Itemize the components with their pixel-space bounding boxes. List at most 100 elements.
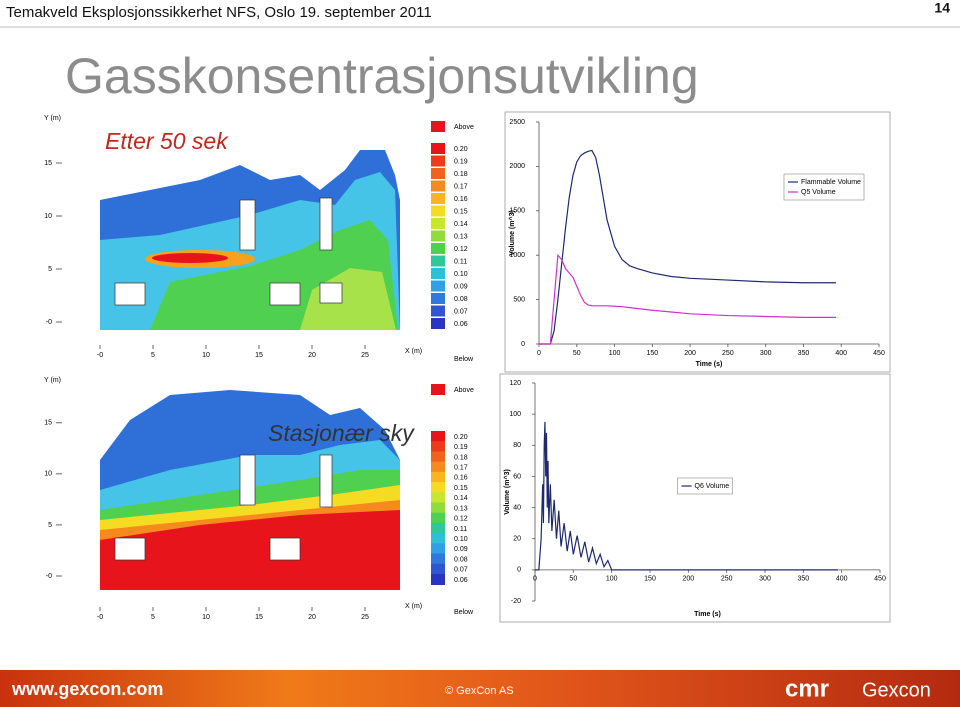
colorbar-swatch	[431, 502, 445, 514]
footer-band	[0, 670, 960, 707]
colorbar-label: 0.06	[454, 321, 468, 328]
y-tick-label: 0	[517, 567, 521, 574]
colorbar-label: 0.08	[454, 556, 468, 563]
colorbar-label: 0.12	[454, 246, 468, 253]
colorbar-swatch	[431, 168, 445, 179]
plot-annotation: Stasjonær sky	[268, 420, 415, 446]
colorbar-label: 0.17	[454, 183, 468, 190]
colorbar-swatch	[431, 180, 445, 192]
colorbar-label: 0.08	[454, 296, 468, 303]
colorbar-swatch	[431, 461, 445, 473]
colorbar-label: 0.07	[454, 308, 468, 315]
x-tick-label: -0	[97, 614, 103, 621]
y-tick-label: 60	[513, 473, 521, 480]
y-tick-label: 500	[513, 296, 525, 303]
y-tick-label: 2000	[509, 163, 525, 170]
x-tick-label: 0	[537, 350, 541, 357]
y-tick-label: 40	[513, 504, 521, 511]
y-tick-label: 5	[48, 266, 52, 273]
colorbar-label: 0.14	[454, 495, 468, 502]
colorbar-label: 0.14	[454, 221, 468, 228]
colorbar-label: 0.13	[454, 233, 468, 240]
y-tick-label: 5	[48, 522, 52, 529]
series-line	[539, 253, 836, 345]
x-tick-label: 100	[606, 576, 618, 583]
x-tick-label: 20	[308, 352, 316, 359]
x-tick-label: 50	[573, 350, 581, 357]
colorbar-label: 0.18	[454, 454, 468, 461]
y-tick-label: 100	[509, 411, 521, 418]
colorbar-swatch	[431, 533, 445, 545]
colorbar-label: 0.13	[454, 505, 468, 512]
colorbar-label: 0.07	[454, 567, 468, 574]
x-tick-label: 200	[682, 576, 694, 583]
colorbar-label: 0.19	[454, 158, 468, 165]
colorbar-label: 0.20	[454, 434, 468, 441]
colorbar-label: 0.09	[454, 283, 468, 290]
x-tick-label: 25	[361, 614, 369, 621]
colorbar-label: 0.10	[454, 271, 468, 278]
colorbar-swatch	[431, 243, 445, 254]
x-tick-label: 5	[151, 352, 155, 359]
x-tick-label: 20	[308, 614, 316, 621]
y-tick-label: 10	[44, 213, 52, 220]
legend-box	[677, 477, 733, 495]
legend-label: Flammable Volume	[801, 179, 861, 186]
y-tick-label: 80	[513, 442, 521, 449]
x-axis-label: X (m)	[405, 603, 422, 610]
colorbar-swatch	[431, 492, 445, 504]
colorbar-swatch	[431, 143, 445, 154]
page-number: 14	[934, 0, 950, 16]
footer-copyright: © GexCon AS	[445, 685, 514, 697]
y-axis-label: Y (m)	[44, 377, 61, 384]
colorbar-label: 0.15	[454, 208, 468, 215]
colorbar-label: Above	[454, 124, 474, 131]
y-tick-label: -0	[46, 573, 52, 580]
colorbar-swatch	[431, 318, 445, 329]
colorbar-label: 0.20	[454, 146, 468, 153]
contour-field	[100, 150, 400, 330]
x-tick-label: 400	[835, 350, 847, 357]
legend-label: Q5 Volume	[801, 189, 836, 196]
chart-frame	[499, 373, 891, 623]
y-tick-label: 10	[44, 471, 52, 478]
colorbar-swatch	[431, 543, 445, 555]
y-tick-label: 20	[513, 536, 521, 543]
x-tick-label: 10	[202, 614, 210, 621]
y-axis-label: Volume (m^3)	[503, 469, 511, 515]
y-axis-label: Y (m)	[44, 115, 61, 122]
x-tick-label: 300	[759, 576, 771, 583]
y-tick-label: 15	[44, 160, 52, 167]
y-tick-label: 1500	[509, 208, 525, 215]
colorbar-label: 0.18	[454, 171, 468, 178]
x-tick-label: 250	[722, 350, 734, 357]
colorbar-swatch	[431, 268, 445, 279]
colorbar-label: 0.09	[454, 546, 468, 553]
x-tick-label: 350	[797, 576, 809, 583]
x-tick-label: 300	[760, 350, 772, 357]
x-tick-label: 5	[151, 614, 155, 621]
y-tick-label: -20	[511, 598, 521, 605]
x-tick-label: 150	[646, 350, 658, 357]
colorbar-swatch	[431, 441, 445, 453]
colorbar-swatch	[431, 121, 445, 132]
contour-field	[100, 390, 400, 590]
x-axis-label: Time (s)	[694, 611, 721, 618]
x-tick-label: 15	[255, 614, 263, 621]
legend-label: Q6 Volume	[695, 483, 730, 490]
chart-frame	[504, 111, 891, 373]
colorbar-label: Below	[454, 609, 474, 616]
series-line	[539, 149, 836, 345]
colorbar-swatch	[431, 205, 445, 217]
x-tick-label: 10	[202, 352, 210, 359]
x-tick-label: 350	[798, 350, 810, 357]
colorbar-label: 0.19	[454, 444, 468, 451]
colorbar-swatch	[431, 553, 445, 565]
colorbar-swatch	[431, 193, 445, 204]
x-tick-label: 50	[569, 576, 577, 583]
y-tick-label: 1000	[509, 252, 525, 259]
colorbar-swatch	[431, 384, 445, 395]
x-axis-label: Time (s)	[696, 361, 723, 368]
